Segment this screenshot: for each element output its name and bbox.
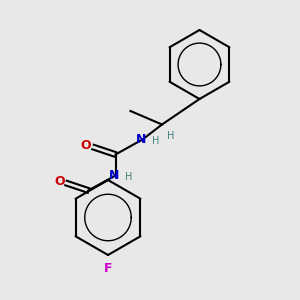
Text: F: F (104, 262, 112, 275)
Text: O: O (54, 175, 65, 188)
Text: O: O (80, 139, 91, 152)
Text: H: H (125, 172, 133, 182)
Text: H: H (167, 130, 174, 140)
Text: N: N (136, 133, 146, 146)
Text: N: N (109, 169, 119, 182)
Text: H: H (152, 136, 160, 146)
